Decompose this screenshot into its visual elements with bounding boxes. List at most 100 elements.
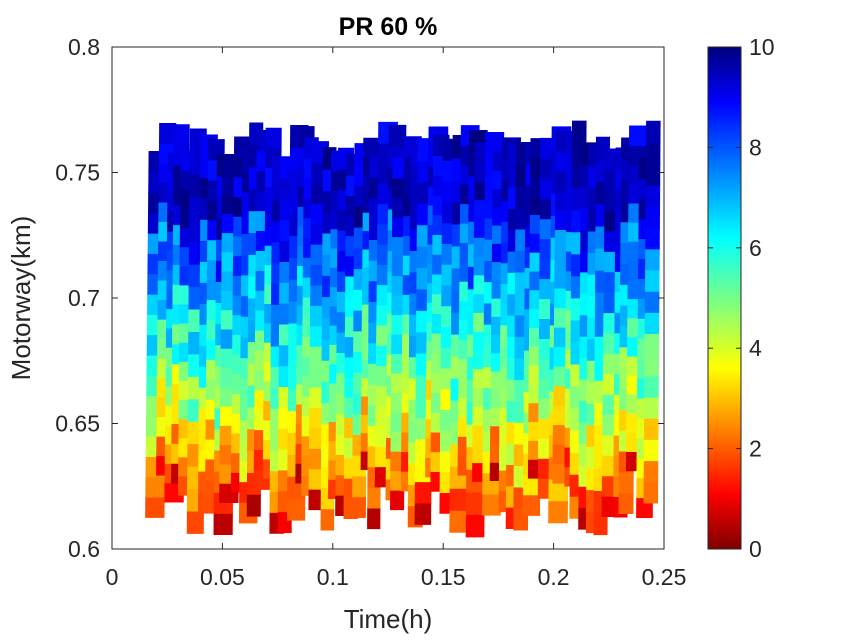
trajectory-segment (539, 197, 555, 220)
trajectory-segment (392, 157, 407, 179)
trajectory-segment (391, 255, 406, 277)
trajectory-segment (390, 430, 405, 452)
trajectory-segment (246, 493, 261, 517)
trajectory-segment (643, 480, 659, 504)
trajectory-segment (473, 273, 488, 295)
trajectory-segment (644, 396, 659, 419)
trajectory-segment (644, 311, 660, 335)
trajectory-segment (465, 513, 485, 538)
trajectory-layer (145, 120, 661, 538)
trajectory-segment (414, 501, 432, 525)
trajectory-segment (472, 424, 487, 445)
trajectory-segment (645, 247, 660, 271)
trajectory-segment (391, 235, 407, 257)
trajectory-segment (644, 290, 660, 313)
trajectory-segment (548, 477, 569, 502)
trajectory-segment (286, 497, 306, 521)
trajectory-strip (643, 120, 661, 504)
trajectory-segment (645, 120, 661, 144)
trajectory-segment (473, 198, 488, 220)
y-axis-label: Motorway(km) (6, 216, 36, 381)
trajectory-segment (643, 417, 659, 440)
trajectory-segment (390, 489, 405, 511)
trajectory-segment (571, 120, 587, 145)
trajectory-segment (472, 461, 486, 482)
trajectory-segment (472, 348, 487, 370)
trajectory-segment (473, 311, 487, 332)
x-tick-label: 0.05 (200, 564, 245, 590)
colorbar-tick-label: 8 (749, 134, 762, 160)
trajectory-segment (390, 469, 405, 491)
trajectory-segment (548, 499, 568, 524)
y-tick-label: 0.7 (68, 285, 100, 311)
x-tick-label: 0.25 (642, 564, 687, 590)
trajectory-segment (391, 333, 406, 355)
trajectory-segment (391, 294, 406, 316)
trajectory-segment (644, 353, 660, 377)
trajectory-segment (618, 491, 634, 515)
trajectory-segment (643, 438, 659, 462)
trajectory-segment (644, 269, 660, 292)
x-tick-label: 0.15 (421, 564, 466, 590)
trajectory-segment (363, 137, 379, 158)
trajectory-segment (645, 226, 660, 250)
trajectory-segment (213, 512, 233, 535)
trajectory-segment (145, 496, 165, 518)
trajectory-segment (388, 124, 407, 148)
trajectory-segment (414, 480, 432, 504)
x-tick-label: 0.2 (538, 564, 570, 590)
trajectory-segment (392, 196, 407, 218)
chart-title: PR 60 % (339, 13, 438, 41)
trajectory-segment (485, 132, 505, 155)
colorbar-tick-label: 6 (749, 235, 762, 261)
x-tick-label: 0 (106, 564, 119, 590)
trajectory-segment (391, 274, 406, 296)
y-tick-label: 0.8 (68, 34, 100, 60)
trajectory-segment (320, 507, 335, 531)
trajectory-strip (472, 142, 489, 482)
trajectory-segment (186, 509, 204, 534)
trajectory-segment (643, 459, 659, 483)
trajectory-segment (449, 487, 469, 511)
trajectory-segment (645, 163, 661, 186)
trajectory-segment (392, 216, 407, 238)
trajectory-segment (173, 124, 190, 146)
trajectory-segment (472, 442, 486, 464)
trajectory-segment (367, 486, 381, 509)
trajectory-segment (465, 490, 485, 515)
trajectory-segment (474, 180, 488, 201)
trajectory-segment (159, 122, 177, 144)
trajectory-segment (390, 372, 406, 394)
trajectory-segment (472, 367, 487, 389)
trajectory-segment (473, 217, 488, 238)
trajectory-segment (392, 177, 407, 199)
colorbar-tick-label: 10 (749, 34, 775, 60)
trajectory-segment (265, 127, 282, 149)
trajectory-segment (449, 509, 469, 533)
trajectory-segment (352, 474, 367, 498)
trajectory-segment (390, 391, 405, 413)
trajectory-strip (390, 157, 407, 511)
trajectory-segment (473, 236, 488, 257)
trajectory-segment (367, 507, 381, 530)
trajectory-segment (644, 332, 660, 356)
trajectory-segment (474, 161, 488, 182)
trajectory-segment (618, 470, 634, 494)
y-tick-label: 0.6 (68, 536, 100, 562)
colorbar-tick-label: 4 (749, 335, 762, 361)
trajectory-segment (593, 511, 608, 536)
trajectory-segment (390, 450, 405, 472)
trajectory-segment (473, 330, 487, 351)
trajectory-segment (472, 405, 487, 426)
trajectory-segment (352, 495, 367, 518)
trajectory-segment (540, 157, 555, 180)
colorbar-tick-label: 0 (749, 536, 762, 562)
trajectory-segment (391, 352, 406, 374)
y-tick-label: 0.65 (55, 411, 100, 437)
trajectory-segment (390, 411, 405, 433)
trajectory-segment (539, 177, 555, 200)
trajectory-segment (540, 137, 555, 160)
trajectory-segment (644, 374, 659, 398)
